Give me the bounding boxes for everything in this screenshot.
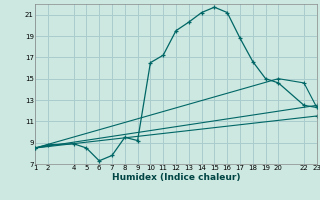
X-axis label: Humidex (Indice chaleur): Humidex (Indice chaleur) xyxy=(112,173,240,182)
